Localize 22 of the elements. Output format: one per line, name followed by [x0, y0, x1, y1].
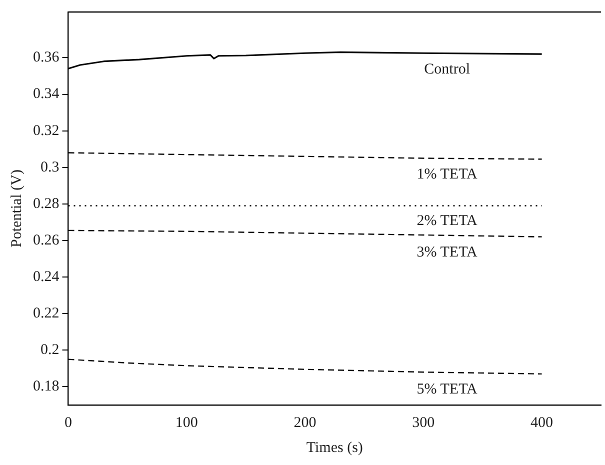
- series-label: 2% TETA: [416, 213, 478, 230]
- y-axis-title: Potential (V): [8, 170, 25, 248]
- y-tick-label: 0.32: [33, 122, 60, 139]
- y-tick-label: 0.24: [33, 268, 60, 285]
- x-tick-label: 200: [294, 414, 316, 431]
- y-tick-label: 0.22: [33, 306, 60, 322]
- y-tick-label: 0.26: [33, 232, 60, 248]
- y-tick-label: 0.34: [33, 86, 60, 102]
- series-label: 3% TETA: [416, 244, 478, 260]
- x-tick-label: 300: [412, 414, 435, 431]
- series-label: 5% TETA: [416, 381, 478, 398]
- y-tick-label: 0.3: [40, 159, 60, 176]
- y-tick-label: 0.2: [40, 342, 60, 358]
- x-tick-label: 0: [64, 414, 72, 431]
- x-axis-title: Times (s): [306, 440, 363, 456]
- y-tick-label: 0.28: [33, 196, 60, 212]
- series-label: Control: [424, 61, 470, 78]
- series-label: 1% TETA: [416, 166, 478, 183]
- y-tick-label: 0.18: [33, 378, 60, 395]
- y-tick-label: 0.36: [33, 50, 60, 66]
- x-tick-label: 100: [175, 414, 198, 431]
- x-tick-label: 400: [530, 414, 554, 431]
